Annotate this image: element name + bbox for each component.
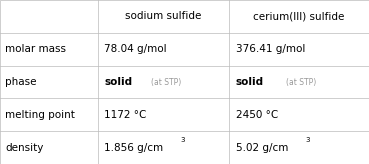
Text: phase: phase: [5, 77, 37, 87]
Text: solid: solid: [236, 77, 264, 87]
Text: molar mass: molar mass: [5, 44, 66, 54]
Text: solid: solid: [104, 77, 132, 87]
Text: cerium(III) sulfide: cerium(III) sulfide: [253, 11, 345, 21]
Text: 1172 °C: 1172 °C: [104, 110, 147, 120]
Text: 1.856 g/cm: 1.856 g/cm: [104, 143, 163, 153]
Text: 3: 3: [180, 137, 185, 143]
Text: 3: 3: [306, 137, 310, 143]
Text: 376.41 g/mol: 376.41 g/mol: [236, 44, 305, 54]
Text: melting point: melting point: [5, 110, 75, 120]
Text: sodium sulfide: sodium sulfide: [125, 11, 201, 21]
Text: 5.02 g/cm: 5.02 g/cm: [236, 143, 288, 153]
Text: (at STP): (at STP): [152, 78, 182, 86]
Text: density: density: [5, 143, 43, 153]
Text: 2450 °C: 2450 °C: [236, 110, 278, 120]
Text: 78.04 g/mol: 78.04 g/mol: [104, 44, 167, 54]
Text: (at STP): (at STP): [286, 78, 317, 86]
